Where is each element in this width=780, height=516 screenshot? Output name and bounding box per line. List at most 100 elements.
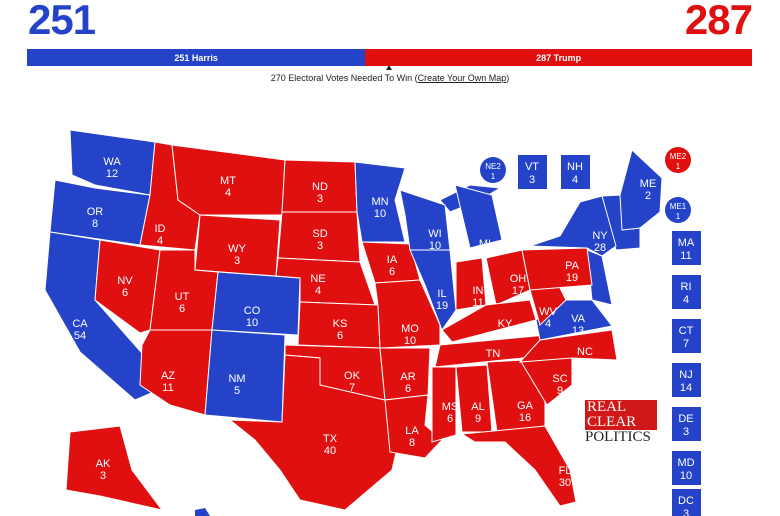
state-ev-wv: 4	[545, 318, 551, 330]
state-label-sc: SC	[552, 373, 567, 385]
state-ev-az: 11	[162, 382, 173, 394]
callout-md[interactable]	[672, 451, 701, 485]
electoral-progress-bar: 251 Harris 287 Trump	[27, 49, 752, 66]
logo-clear: CLEAR	[585, 415, 657, 430]
state-label-mn: MN	[371, 196, 388, 208]
state-label-ks: KS	[333, 318, 348, 330]
state-ev-me: 2	[645, 190, 651, 202]
state-label-wv: WV	[539, 306, 557, 318]
state-label-ia: IA	[387, 254, 398, 266]
callout-nj[interactable]	[672, 363, 701, 397]
callout-me2[interactable]	[665, 147, 691, 173]
state-il[interactable]	[409, 249, 457, 332]
state-label-pa: PA	[565, 260, 580, 272]
state-tx[interactable]	[228, 354, 401, 511]
state-mt[interactable]	[171, 144, 286, 216]
callout-ev-ct: 7	[683, 338, 689, 350]
callout-nh[interactable]	[561, 155, 590, 189]
state-label-sd: SD	[312, 228, 327, 240]
state-ev-tx: 40	[324, 445, 336, 457]
state-label-ak: AK	[96, 458, 111, 470]
state-la[interactable]	[384, 394, 443, 459]
callout-de[interactable]	[672, 407, 701, 441]
state-label-mo: MO	[401, 323, 419, 335]
state-pa[interactable]	[521, 247, 593, 291]
state-label-ut: UT	[175, 291, 190, 303]
state-wa[interactable]	[69, 129, 156, 196]
state-label-me: ME	[640, 178, 657, 190]
state-ev-il: 19	[436, 300, 448, 312]
state-label-tx: TX	[323, 433, 338, 445]
state-label-ny: NY	[592, 230, 608, 242]
callout-label-me2: ME2	[670, 152, 687, 161]
needed-to-win-text: 270 Electoral Votes Needed To Win (Creat…	[0, 73, 780, 83]
state-label-nm: NM	[228, 373, 245, 385]
hawaii-shape[interactable]	[195, 508, 210, 516]
callout-ev-de: 3	[683, 426, 689, 438]
callout-me1[interactable]	[665, 197, 691, 223]
state-ev-ga: 16	[519, 412, 531, 424]
state-ev-mn: 10	[374, 208, 386, 220]
state-label-il: IL	[437, 288, 446, 300]
state-ev-ut: 6	[179, 303, 185, 315]
state-ev-mt: 4	[225, 187, 231, 199]
state-label-ok: OK	[344, 370, 361, 382]
state-nc[interactable]	[518, 329, 618, 363]
create-map-link[interactable]: Create Your Own Map	[417, 73, 507, 83]
state-label-ga: GA	[517, 400, 534, 412]
paren: )	[506, 73, 510, 83]
state-ev-sc: 9	[557, 385, 563, 397]
callout-label-de: DE	[678, 413, 693, 425]
state-ms[interactable]	[431, 366, 457, 443]
callout-label-nj: NJ	[679, 369, 692, 381]
state-ev-oh: 17	[512, 285, 524, 297]
state-label-va: VA	[571, 313, 586, 325]
state-label-mi: MI	[479, 238, 491, 250]
callout-ne2[interactable]	[480, 157, 506, 183]
state-ev-co: 10	[246, 317, 258, 329]
state-label-ca: CA	[72, 318, 88, 330]
callout-ev-md: 10	[680, 470, 692, 482]
callout-vt[interactable]	[518, 155, 547, 189]
state-ev-ms: 6	[447, 413, 453, 425]
state-ev-wi: 10	[429, 240, 441, 252]
callout-ev-ri: 4	[683, 294, 689, 306]
state-az[interactable]	[139, 329, 213, 416]
callout-ct[interactable]	[672, 319, 701, 353]
state-fl[interactable]	[460, 425, 577, 507]
callout-ev-me1: 1	[676, 212, 681, 221]
state-ev-va: 13	[572, 325, 584, 337]
trump-bar: 287 Trump	[365, 49, 752, 66]
state-nv[interactable]	[94, 239, 161, 334]
state-ev-wy: 3	[234, 255, 240, 267]
state-ny[interactable]	[529, 195, 617, 257]
trump-total: 287	[684, 0, 753, 43]
state-label-in: IN	[473, 285, 484, 297]
state-mi[interactable]	[454, 184, 503, 249]
state-label-mt: MT	[220, 175, 236, 187]
state-mn[interactable]	[354, 161, 406, 243]
state-ky[interactable]	[441, 299, 537, 343]
270-marker-icon	[386, 65, 392, 70]
logo-real: REAL	[585, 400, 657, 415]
callout-ev-dc: 3	[683, 508, 689, 516]
callout-ma[interactable]	[672, 231, 701, 265]
state-label-la: LA	[405, 425, 419, 437]
callout-dc[interactable]	[672, 489, 701, 516]
state-label-id: ID	[155, 223, 166, 235]
state-ev-ky: 8	[502, 330, 508, 342]
harris-total: 251	[28, 0, 96, 43]
state-ev-la: 8	[409, 437, 415, 449]
state-label-ne: NE	[310, 273, 325, 285]
rcp-logo: REAL CLEAR POLITICS	[585, 400, 657, 445]
callout-ri[interactable]	[672, 275, 701, 309]
callout-label-ri: RI	[681, 281, 692, 293]
state-ev-pa: 19	[566, 272, 578, 284]
needed-label: 270 Electoral Votes Needed To Win (	[270, 73, 418, 83]
state-ak[interactable]	[65, 425, 164, 511]
logo-politics: POLITICS	[585, 429, 651, 445]
state-ev-nd: 3	[317, 193, 323, 205]
state-ev-ca: 54	[74, 330, 86, 342]
state-me[interactable]	[619, 149, 663, 231]
state-ev-fl: 30	[559, 477, 571, 489]
